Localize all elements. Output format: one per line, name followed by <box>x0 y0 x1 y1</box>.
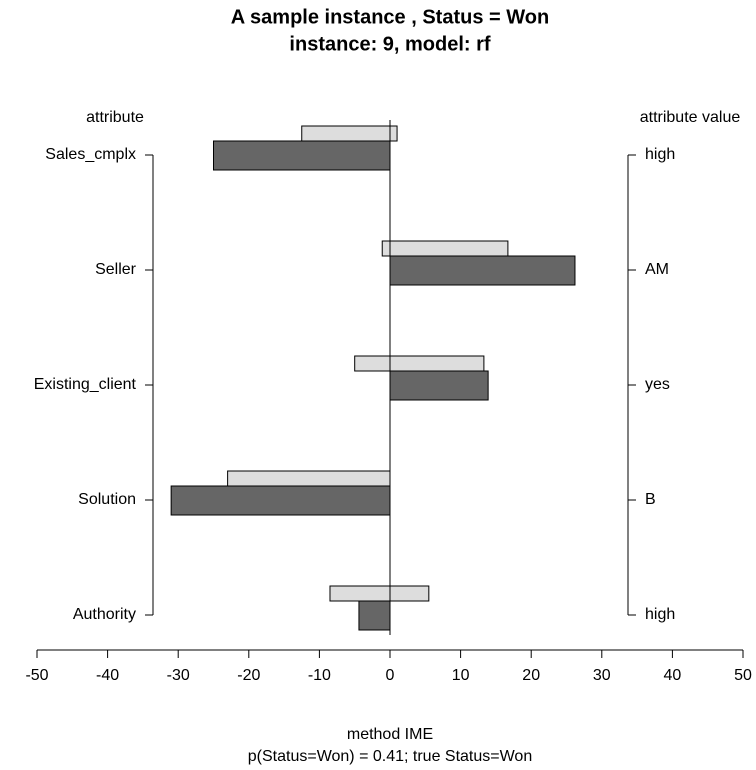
range-bar <box>301 125 398 142</box>
x-tick-label: 0 <box>386 667 395 684</box>
range-bar <box>354 355 485 372</box>
attribute-value-label: B <box>645 491 656 508</box>
category-label: Existing_client <box>34 376 137 393</box>
category-label: Authority <box>73 606 136 623</box>
note: p(Status=Won) = 0.41; true Status=Won <box>248 748 532 765</box>
attribute-value-label: yes <box>645 376 670 393</box>
attribute-value-label: high <box>645 146 675 163</box>
x-tick-label: 50 <box>734 667 752 684</box>
x-tick-label: 40 <box>664 667 682 684</box>
bar <box>389 370 489 401</box>
x-tick-label: -50 <box>25 667 48 684</box>
category-label: Solution <box>78 491 136 508</box>
x-tick-label: -10 <box>308 667 331 684</box>
attribute-value-label: high <box>645 606 675 623</box>
chart-title: A sample instance , Status = Won <box>231 6 549 28</box>
x-tick-label: -20 <box>237 667 260 684</box>
x-tick-label: 30 <box>593 667 611 684</box>
chart-subtitle: instance: 9, model: rf <box>289 33 490 55</box>
x-tick-label: -30 <box>167 667 190 684</box>
range-bar <box>381 240 509 257</box>
category-label: Seller <box>95 261 137 278</box>
range-bar <box>227 470 391 487</box>
x-tick-label: -40 <box>96 667 119 684</box>
range-bar <box>329 585 430 602</box>
bar <box>389 255 576 286</box>
attribute-value-label: AM <box>645 261 669 278</box>
x-tick-label: 20 <box>522 667 540 684</box>
bar <box>358 600 391 631</box>
bar <box>170 485 391 516</box>
x-tick-label: 10 <box>452 667 470 684</box>
right-axis-title: attribute value <box>640 109 741 126</box>
left-axis-title: attribute <box>86 109 144 126</box>
x-axis-title: method IME <box>347 726 433 743</box>
category-label: Sales_cmplx <box>45 146 136 163</box>
bar <box>213 140 391 171</box>
